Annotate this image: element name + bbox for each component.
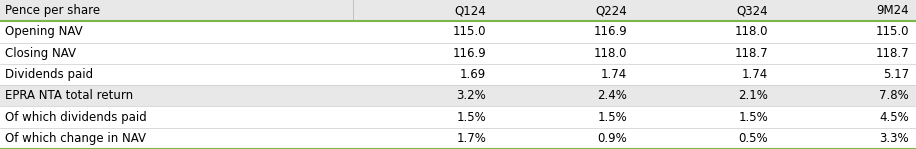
Text: 115.0: 115.0 bbox=[876, 25, 909, 38]
Text: 1.7%: 1.7% bbox=[456, 132, 486, 145]
Text: 1.5%: 1.5% bbox=[597, 111, 627, 124]
Text: 115.0: 115.0 bbox=[453, 25, 486, 38]
Text: Q124: Q124 bbox=[454, 4, 486, 17]
Bar bbox=[0, 0, 916, 21]
Text: 118.0: 118.0 bbox=[594, 47, 627, 60]
Text: 3.3%: 3.3% bbox=[879, 132, 909, 145]
Bar bbox=[0, 85, 916, 106]
Text: 116.9: 116.9 bbox=[594, 25, 627, 38]
Text: Of which dividends paid: Of which dividends paid bbox=[5, 111, 147, 124]
Text: 5.17: 5.17 bbox=[883, 68, 909, 81]
Text: 0.9%: 0.9% bbox=[597, 132, 627, 145]
Text: Q224: Q224 bbox=[595, 4, 627, 17]
Text: 7.8%: 7.8% bbox=[879, 89, 909, 102]
Text: Dividends paid: Dividends paid bbox=[5, 68, 93, 81]
Text: 2.4%: 2.4% bbox=[597, 89, 627, 102]
Text: 118.7: 118.7 bbox=[875, 47, 909, 60]
Text: 1.69: 1.69 bbox=[460, 68, 486, 81]
Text: EPRA NTA total return: EPRA NTA total return bbox=[5, 89, 134, 102]
Text: Of which change in NAV: Of which change in NAV bbox=[5, 132, 147, 145]
Text: 9M24: 9M24 bbox=[877, 4, 909, 17]
Text: Closing NAV: Closing NAV bbox=[5, 47, 77, 60]
Text: 4.5%: 4.5% bbox=[879, 111, 909, 124]
Bar bbox=[0, 43, 916, 64]
Text: 3.2%: 3.2% bbox=[456, 89, 486, 102]
Text: 1.5%: 1.5% bbox=[738, 111, 768, 124]
Text: 1.5%: 1.5% bbox=[456, 111, 486, 124]
Text: Opening NAV: Opening NAV bbox=[5, 25, 83, 38]
Bar bbox=[0, 128, 916, 149]
Bar bbox=[0, 21, 916, 43]
Text: 118.7: 118.7 bbox=[735, 47, 768, 60]
Text: 118.0: 118.0 bbox=[735, 25, 768, 38]
Text: 1.74: 1.74 bbox=[601, 68, 627, 81]
Text: 2.1%: 2.1% bbox=[738, 89, 768, 102]
Text: 116.9: 116.9 bbox=[453, 47, 486, 60]
Text: Q324: Q324 bbox=[736, 4, 768, 17]
Text: 1.74: 1.74 bbox=[742, 68, 768, 81]
Text: Pence per share: Pence per share bbox=[5, 4, 101, 17]
Bar bbox=[0, 106, 916, 128]
Text: 0.5%: 0.5% bbox=[738, 132, 768, 145]
Bar bbox=[0, 64, 916, 85]
